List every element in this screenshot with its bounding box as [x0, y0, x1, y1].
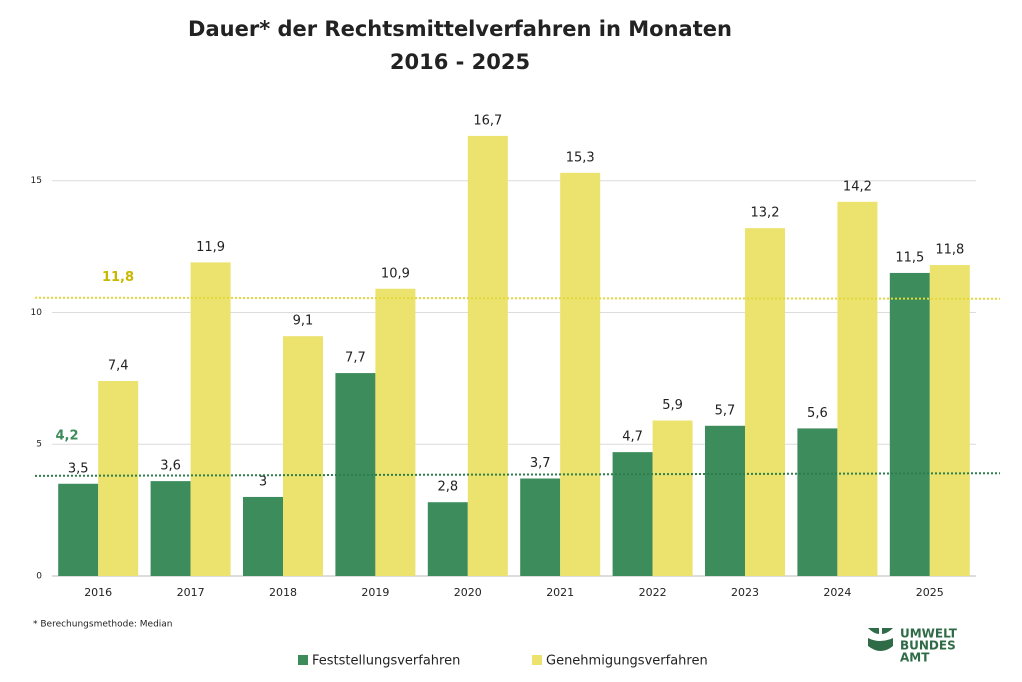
bar [560, 172, 601, 577]
chart-title: Dauer* der Rechtsmittelverfahren in Mona… [188, 17, 732, 41]
value-label: 7,4 [108, 358, 129, 373]
value-label: 11,8 [935, 243, 964, 258]
x-tick-label: 2020 [454, 586, 482, 599]
footnote: * Berechungsmethode: Median [33, 620, 173, 630]
logo-text: BUNDES [900, 639, 956, 653]
bar [837, 201, 878, 576]
value-label: 11,5 [895, 250, 924, 265]
x-tick-label: 2018 [269, 586, 297, 599]
value-label: 3,7 [530, 456, 551, 471]
value-label: 3,6 [160, 459, 181, 474]
x-tick-label: 2025 [916, 586, 944, 599]
bar [243, 496, 283, 576]
value-label: 10,9 [381, 266, 410, 281]
bar [427, 502, 468, 576]
value-label: 16,7 [473, 113, 502, 128]
logo: UMWELT BUNDES AMT [868, 627, 958, 665]
bar [797, 428, 838, 576]
value-label: 13,2 [751, 206, 780, 221]
y-tick-label: 0 [36, 572, 42, 582]
value-label: 2,8 [437, 480, 458, 495]
bar [98, 380, 139, 576]
logo-text: AMT [900, 651, 930, 665]
value-label: 7,7 [345, 351, 366, 366]
legend-swatch [532, 655, 542, 665]
x-tick-label: 2017 [177, 586, 205, 599]
bar [705, 425, 745, 576]
bar [150, 481, 191, 576]
x-tick-label: 2022 [639, 586, 667, 599]
bar [745, 228, 785, 576]
value-label: 4,7 [622, 430, 643, 445]
bar [375, 288, 416, 576]
bar [58, 483, 99, 576]
chart-subtitle: 2016 - 2025 [390, 50, 530, 74]
logo-icon [868, 628, 893, 651]
x-tick-label: 2023 [731, 586, 759, 599]
value-label: 3 [259, 474, 267, 489]
x-tick-label: 2024 [823, 586, 851, 599]
median-label: 4,2 [55, 428, 78, 443]
bar [190, 262, 231, 576]
median-line [34, 472, 1001, 477]
bar [889, 272, 930, 576]
legend-swatch [298, 655, 308, 665]
value-label: 11,9 [196, 240, 225, 255]
x-tick-label: 2021 [546, 586, 574, 599]
value-label: 14,2 [843, 179, 872, 194]
legend-label: Genehmigungsverfahren [546, 654, 708, 669]
y-tick-label: 15 [31, 176, 42, 186]
value-label: 5,7 [715, 403, 736, 418]
median-line [34, 296, 1001, 300]
bar [652, 420, 693, 576]
bar [520, 478, 561, 576]
bar [283, 336, 323, 576]
bar [612, 452, 653, 576]
value-label: 5,6 [807, 406, 828, 421]
logo-text: UMWELT [900, 627, 958, 641]
y-tick-label: 10 [31, 308, 43, 318]
value-label: 3,5 [68, 461, 89, 476]
legend-label: Feststellungsverfahren [312, 654, 460, 669]
bar [467, 135, 508, 576]
x-tick-label: 2016 [84, 586, 112, 599]
value-label: 5,9 [662, 398, 683, 413]
bar [929, 265, 970, 576]
value-label: 9,1 [293, 314, 314, 329]
median-label: 11,8 [102, 270, 134, 285]
y-tick-label: 5 [36, 440, 42, 450]
value-label: 15,3 [566, 150, 595, 165]
x-tick-label: 2019 [361, 586, 389, 599]
